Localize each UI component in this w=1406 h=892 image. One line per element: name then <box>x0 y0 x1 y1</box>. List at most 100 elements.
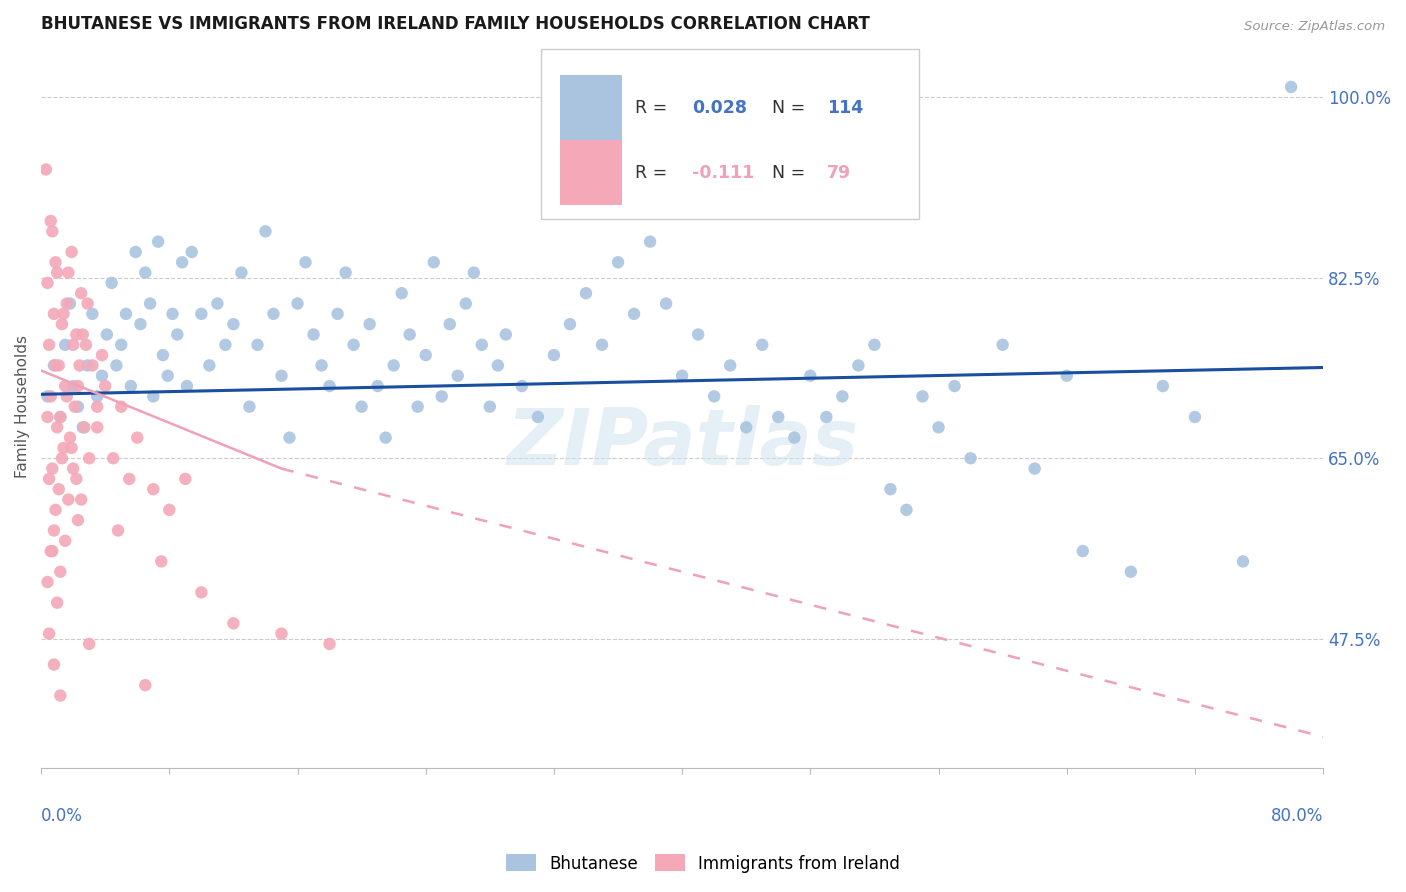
Point <box>156 368 179 383</box>
Point <box>55 296 77 310</box>
Point <box>60 441 83 455</box>
Text: Source: ZipAtlas.com: Source: ZipAtlas.com <box>1244 20 1385 33</box>
Point <box>86 420 108 434</box>
Point <box>1119 565 1142 579</box>
Point <box>318 637 340 651</box>
Point <box>335 266 357 280</box>
Text: 0.0%: 0.0% <box>41 807 83 825</box>
Point <box>58 266 80 280</box>
Point <box>415 348 437 362</box>
Point <box>60 244 83 259</box>
Point <box>63 400 86 414</box>
Point <box>75 338 97 352</box>
Point <box>783 431 806 445</box>
Point <box>374 431 396 445</box>
Point <box>190 585 212 599</box>
Point <box>103 451 125 466</box>
Text: R =: R = <box>634 164 672 183</box>
Point <box>59 431 82 445</box>
FancyBboxPatch shape <box>561 139 621 204</box>
Point <box>463 266 485 280</box>
Point <box>59 296 82 310</box>
Point <box>655 296 678 310</box>
Point <box>510 379 533 393</box>
Point <box>671 368 693 383</box>
Point <box>91 368 114 383</box>
Point <box>326 307 349 321</box>
Point <box>543 348 565 362</box>
Point <box>49 409 72 424</box>
Point <box>35 162 58 177</box>
Point <box>42 524 65 538</box>
Point <box>302 327 325 342</box>
Point <box>51 317 73 331</box>
Point <box>38 338 60 352</box>
Point <box>134 266 156 280</box>
Point <box>41 461 63 475</box>
Point <box>391 286 413 301</box>
Point <box>134 678 156 692</box>
Point <box>115 307 138 321</box>
Point <box>100 276 122 290</box>
Point <box>198 359 221 373</box>
Point <box>42 359 65 373</box>
Point <box>48 482 70 496</box>
Point <box>1184 409 1206 424</box>
Point <box>1024 461 1046 475</box>
Point <box>591 338 613 352</box>
Point <box>37 276 59 290</box>
Point <box>118 472 141 486</box>
Point <box>176 379 198 393</box>
Point <box>39 544 62 558</box>
Point <box>278 431 301 445</box>
Point <box>73 420 96 434</box>
Point <box>157 503 180 517</box>
Point <box>69 359 91 373</box>
Point <box>52 307 75 321</box>
Point <box>62 379 84 393</box>
Point <box>231 266 253 280</box>
Point <box>38 472 60 486</box>
Point <box>150 554 173 568</box>
Point <box>222 616 245 631</box>
Point <box>222 317 245 331</box>
Point <box>166 327 188 342</box>
Point <box>124 244 146 259</box>
Point <box>110 400 132 414</box>
Point <box>127 431 149 445</box>
Point <box>38 626 60 640</box>
Point <box>96 327 118 342</box>
Point <box>174 472 197 486</box>
Point <box>928 420 950 434</box>
Point <box>454 296 477 310</box>
Point <box>49 689 72 703</box>
Text: N =: N = <box>772 164 811 183</box>
FancyBboxPatch shape <box>541 49 920 219</box>
Point <box>142 389 165 403</box>
Point <box>190 307 212 321</box>
Point <box>768 409 790 424</box>
Legend: Bhutanese, Immigrants from Ireland: Bhutanese, Immigrants from Ireland <box>499 847 907 880</box>
Point <box>815 409 838 424</box>
Point <box>66 400 89 414</box>
Point <box>42 657 65 672</box>
Point <box>44 255 66 269</box>
Point <box>359 317 381 331</box>
Point <box>207 296 229 310</box>
Point <box>82 307 104 321</box>
Point <box>214 338 236 352</box>
Point <box>367 379 389 393</box>
Point <box>65 472 87 486</box>
Point <box>49 409 72 424</box>
Point <box>478 400 501 414</box>
Point <box>52 441 75 455</box>
Point <box>486 359 509 373</box>
Text: 0.028: 0.028 <box>692 100 748 118</box>
Point <box>72 327 94 342</box>
Point <box>751 338 773 352</box>
Point <box>623 307 645 321</box>
Point <box>53 379 76 393</box>
Point <box>46 420 69 434</box>
Point <box>1279 79 1302 94</box>
Point <box>495 327 517 342</box>
